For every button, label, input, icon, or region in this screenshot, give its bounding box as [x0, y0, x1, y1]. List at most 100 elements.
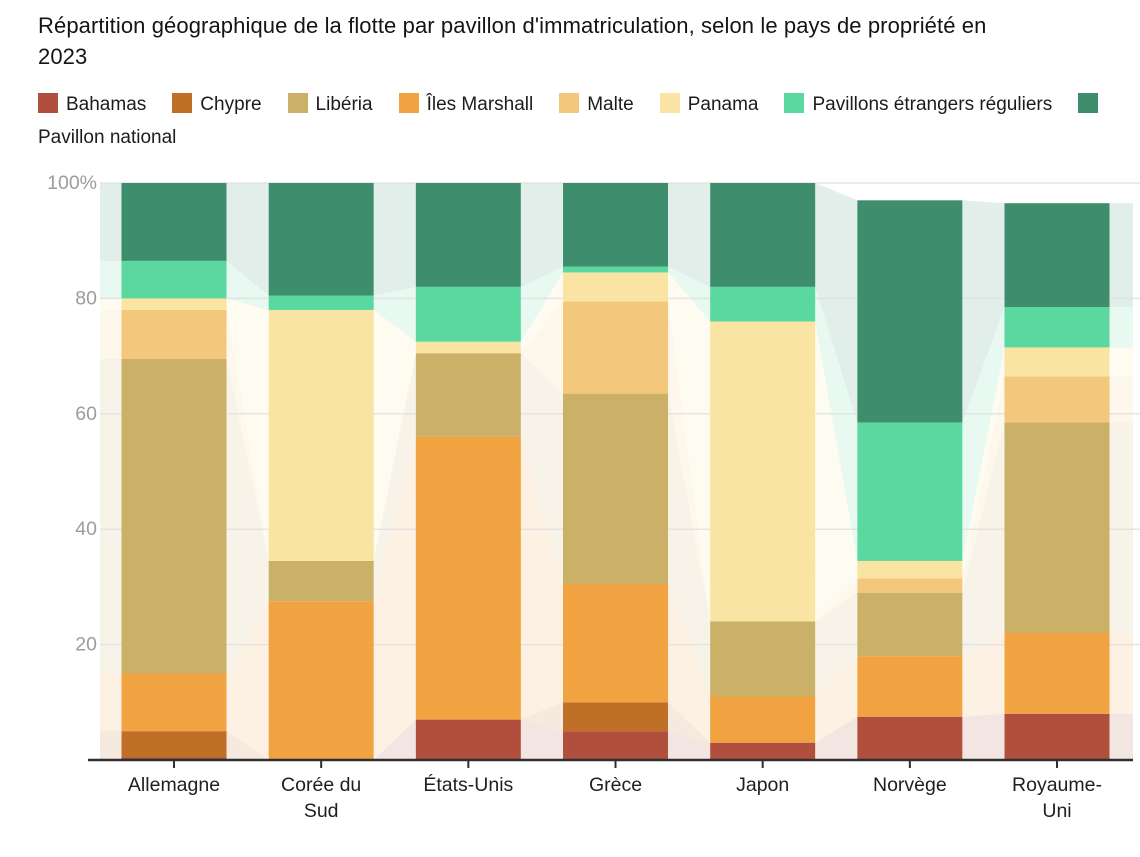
connector-band	[226, 359, 269, 674]
legend-item-1: Chypre	[172, 93, 262, 115]
x-axis-label: Japon	[736, 774, 789, 796]
bar-segment[interactable]	[1004, 347, 1110, 377]
bar-segment[interactable]	[710, 743, 816, 761]
connector-band	[520, 353, 564, 585]
bar-segment[interactable]	[121, 731, 227, 758]
connector-band	[815, 578, 858, 622]
bar-segment[interactable]	[1004, 633, 1110, 715]
bar-segment[interactable]	[857, 200, 963, 423]
bar-segment[interactable]	[268, 561, 374, 602]
x-axis-label: Sud	[304, 800, 339, 822]
bar-segment[interactable]	[415, 287, 521, 343]
legend-item-7: Pavillon national	[38, 93, 1106, 148]
connector-band	[1109, 376, 1133, 423]
connector-band	[815, 656, 858, 744]
connector-band	[962, 714, 1005, 761]
connector-band	[668, 183, 711, 288]
bar-segment[interactable]	[121, 298, 227, 311]
x-axis-label: Allemagne	[128, 774, 220, 796]
bar-segment[interactable]	[1004, 376, 1110, 423]
bar-segment[interactable]	[121, 359, 227, 674]
bar-segment[interactable]	[563, 301, 669, 395]
connector-band	[373, 287, 416, 343]
bar-segment[interactable]	[710, 621, 816, 697]
legend-swatch-icon	[287, 93, 308, 114]
bar-segment[interactable]	[563, 731, 669, 761]
connector-band	[100, 310, 122, 360]
connector-bands	[100, 183, 1133, 761]
legend-label: Îles Marshall	[426, 94, 534, 116]
connector-band	[962, 347, 1005, 579]
legend-label: Panama	[687, 94, 759, 116]
connector-band	[226, 601, 269, 761]
bar-segment[interactable]	[1004, 714, 1110, 761]
bar-segment[interactable]	[415, 437, 521, 721]
bar-segment[interactable]	[415, 342, 521, 354]
bar-segment[interactable]	[710, 321, 816, 622]
legend: Bahamas Chypre Libéria Îles Marshall Malte Pa…	[38, 88, 1133, 154]
bar-segment[interactable]	[857, 593, 963, 657]
bar-segment[interactable]	[710, 183, 816, 288]
x-axis-label: Corée du	[281, 774, 361, 796]
bar-segment[interactable]	[1004, 203, 1110, 308]
bar-segment[interactable]	[415, 353, 521, 438]
y-tick-label: 60	[75, 403, 97, 425]
bar-segment[interactable]	[268, 183, 374, 296]
bar-segment[interactable]	[563, 702, 669, 732]
bar-segment[interactable]	[563, 267, 669, 273]
bar-segment[interactable]	[857, 578, 963, 594]
legend-swatch-icon	[659, 93, 680, 114]
bar-segment[interactable]	[121, 757, 227, 761]
x-axis-label: Uni	[1042, 800, 1071, 822]
connector-band	[962, 422, 1005, 657]
connector-band	[100, 261, 122, 299]
bar-segment[interactable]	[1004, 422, 1110, 634]
connector-band	[520, 183, 564, 288]
bar-segment[interactable]	[857, 656, 963, 718]
legend-label: Pavillons étrangers réguliers	[812, 94, 1053, 116]
bar-segment[interactable]	[121, 310, 227, 360]
bar-segment[interactable]	[121, 261, 227, 299]
bar-segment[interactable]	[415, 720, 521, 761]
connector-band	[815, 717, 858, 761]
connector-band	[100, 183, 122, 262]
legend-swatch-icon	[784, 93, 805, 114]
legend-item-3: Îles Marshall	[398, 93, 534, 116]
bar-segment[interactable]	[415, 183, 521, 288]
connector-band	[1109, 307, 1133, 348]
bar-segment[interactable]	[1004, 307, 1110, 348]
connector-band	[962, 307, 1005, 562]
bar-segment[interactable]	[710, 696, 816, 744]
bar-segment[interactable]	[268, 295, 374, 311]
bar-segment[interactable]	[563, 272, 669, 302]
connector-band	[962, 200, 1005, 423]
bar-segment[interactable]	[121, 673, 227, 732]
bar-segment[interactable]	[563, 584, 669, 703]
connector-band	[373, 310, 416, 562]
legend-swatch-icon	[38, 93, 58, 114]
x-axis-label: Grèce	[589, 774, 642, 796]
legend-item-0: Bahamas	[38, 93, 146, 115]
bar-segment[interactable]	[857, 717, 963, 761]
x-axis-labels: Allemagne Corée du Sud États-Unis Grèce Japon…	[128, 773, 1102, 822]
bar-segment[interactable]	[268, 601, 374, 761]
legend-label: Malte	[587, 94, 634, 116]
y-tick-label: 40	[75, 519, 97, 541]
y-axis-labels: 100% 80 60 40 20	[47, 172, 97, 656]
connector-band	[520, 720, 564, 761]
bar-segment[interactable]	[857, 561, 963, 579]
bar-segment[interactable]	[268, 310, 374, 562]
bar-segment[interactable]	[121, 183, 227, 262]
legend-swatch-icon	[1078, 93, 1099, 114]
bar-segment[interactable]	[710, 287, 816, 322]
legend-item-6: Pavillons étrangers réguliers	[784, 93, 1053, 116]
bar-segment[interactable]	[563, 183, 669, 268]
bar-segment[interactable]	[857, 422, 963, 562]
legend-item-2: Libéria	[287, 93, 373, 115]
bar-segment[interactable]	[563, 394, 669, 585]
legend-swatch-icon	[559, 93, 580, 114]
connector-band	[1109, 714, 1133, 761]
connector-band	[373, 720, 416, 761]
legend-swatch-icon	[398, 93, 419, 114]
